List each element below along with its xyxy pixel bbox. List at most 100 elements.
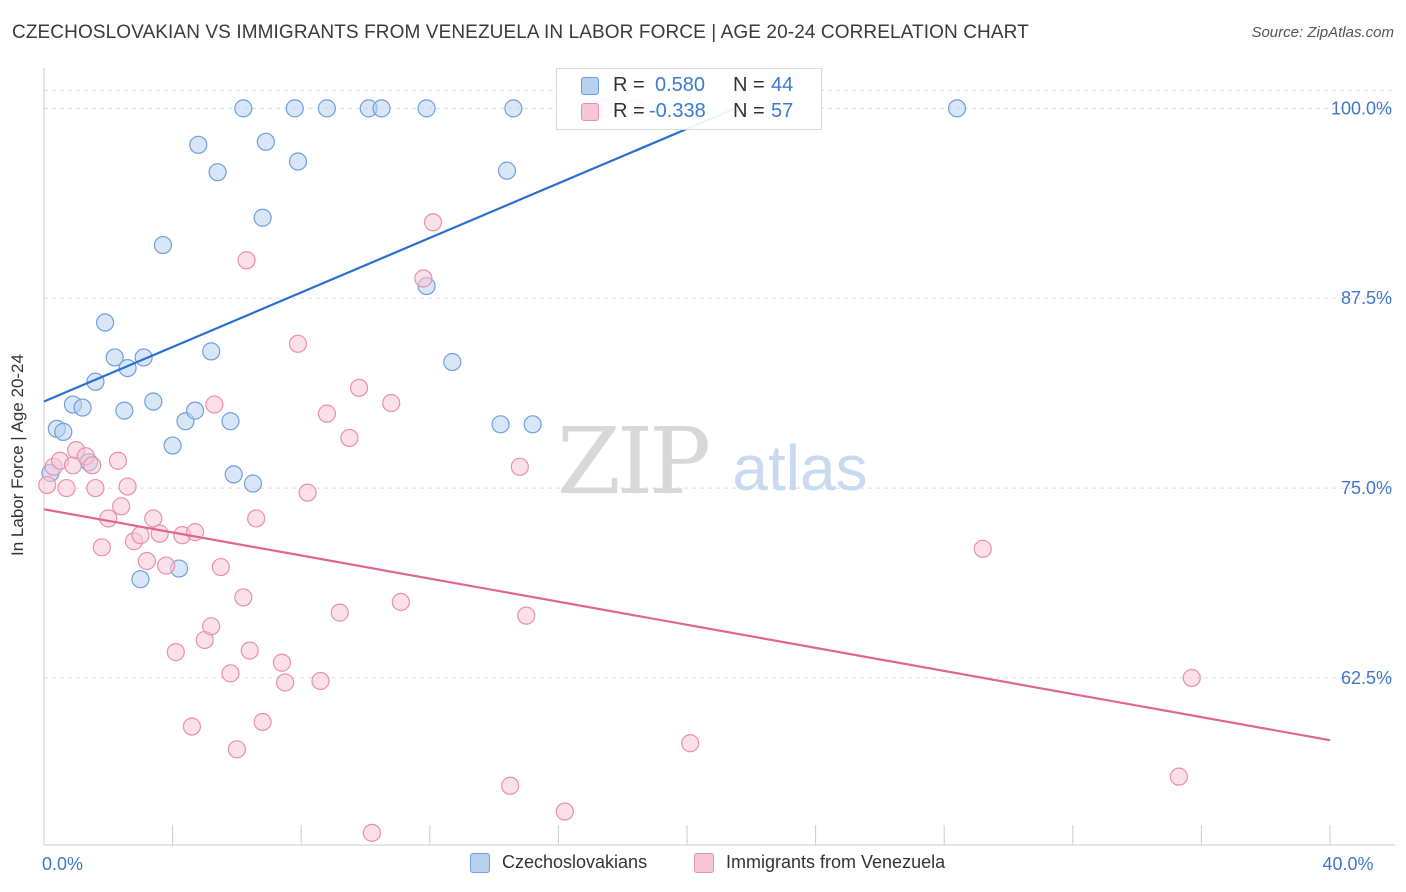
point-venezuela — [144, 509, 163, 528]
point-venezuela — [150, 524, 169, 543]
watermark: ZIP atlas — [557, 408, 868, 515]
point-venezuela — [340, 428, 359, 448]
point-czechoslovakian — [131, 570, 150, 589]
point-venezuela — [92, 538, 111, 557]
point-venezuela — [157, 556, 176, 575]
y-tick-label: 75.0% — [1341, 478, 1392, 498]
axes — [43, 68, 1395, 846]
x-tick-label: 0.0% — [42, 854, 83, 874]
point-czechoslovakian — [73, 398, 92, 417]
point-venezuela — [237, 251, 256, 270]
point-czechoslovakian — [95, 313, 115, 332]
n-value: 44 — [771, 74, 794, 96]
point-venezuela — [288, 334, 308, 353]
legend-swatch-pink — [581, 103, 599, 121]
r-value: -0.338 — [649, 100, 706, 122]
point-venezuela — [211, 557, 230, 577]
point-czechoslovakian — [202, 342, 221, 361]
point-czechoslovakian — [144, 392, 163, 411]
point-venezuela — [137, 551, 156, 571]
x-tick-labels: 0.0% 40.0% — [42, 854, 1374, 874]
point-venezuela — [1182, 668, 1201, 688]
point-czechoslovakian — [417, 99, 436, 118]
stats-row-venezuela: R = -0.338 N = 57 — [557, 100, 821, 126]
point-venezuela — [276, 673, 295, 692]
point-venezuela — [112, 497, 131, 516]
point-czechoslovakian — [224, 465, 243, 484]
n-label: N = — [733, 74, 765, 96]
point-venezuela — [240, 641, 259, 660]
point-venezuela — [83, 456, 102, 475]
point-venezuela — [517, 606, 536, 625]
point-venezuela — [414, 269, 433, 288]
n-label: N = — [733, 100, 765, 122]
point-czechoslovakian — [208, 163, 227, 182]
point-venezuela — [166, 643, 185, 662]
point-venezuela — [349, 378, 369, 397]
point-venezuela — [118, 477, 137, 496]
point-venezuela — [205, 395, 224, 414]
trend-lines — [43, 107, 1331, 742]
y-tick-label: 100.0% — [1331, 98, 1392, 118]
point-venezuela — [38, 475, 57, 495]
point-venezuela — [57, 478, 76, 498]
r-label: R = — [613, 100, 645, 122]
stats-row-czechoslovakians: R = 0.580 N = 44 — [557, 74, 821, 100]
legend-swatch-blue — [581, 77, 599, 95]
y-tick-labels: 62.5% 75.0% 87.5% 100.0% — [1331, 98, 1392, 688]
watermark-zip: ZIP — [557, 408, 708, 515]
point-czechoslovakian — [186, 401, 205, 420]
point-venezuela — [510, 457, 529, 476]
point-czechoslovakian — [115, 401, 134, 420]
point-czechoslovakian — [443, 352, 462, 372]
point-venezuela — [272, 653, 292, 672]
point-venezuela — [311, 671, 330, 691]
y-axis-label: In Labor Force | Age 20-24 — [8, 354, 27, 556]
point-venezuela — [108, 451, 128, 470]
point-venezuela — [681, 734, 700, 753]
point-czechoslovakian — [234, 99, 253, 118]
point-czechoslovakian — [491, 415, 510, 434]
point-czechoslovakian — [54, 422, 73, 441]
chart-title: CZECHOSLOVAKIAN VS IMMIGRANTS FROM VENEZ… — [12, 22, 1029, 43]
point-czechoslovakian — [153, 235, 173, 255]
point-czechoslovakian — [189, 135, 208, 154]
trend-line-venezuela — [43, 508, 1331, 742]
point-venezuela — [202, 617, 221, 636]
point-czechoslovakian — [497, 161, 517, 180]
point-czechoslovakian — [256, 132, 275, 151]
point-czechoslovakian — [947, 99, 967, 118]
point-czechoslovakian — [243, 474, 263, 493]
point-venezuela — [317, 404, 337, 423]
x-tick-label: 40.0% — [1322, 854, 1373, 874]
legend-label: Immigrants from Venezuela — [726, 852, 946, 872]
point-venezuela — [247, 509, 266, 528]
point-czechoslovakian — [285, 99, 304, 118]
point-venezuela — [86, 478, 105, 498]
point-czechoslovakian — [288, 152, 308, 171]
point-czechoslovakian — [221, 412, 240, 431]
y-tick-label: 62.5% — [1341, 668, 1392, 688]
point-venezuela — [1169, 767, 1188, 786]
point-czechoslovakian — [253, 208, 272, 227]
point-czechoslovakian — [504, 99, 523, 118]
legend-swatch-pink — [694, 853, 714, 873]
point-venezuela — [362, 823, 382, 842]
point-venezuela — [234, 588, 253, 607]
point-czechoslovakian — [317, 99, 337, 118]
legend-swatch-blue — [470, 853, 490, 873]
point-venezuela — [298, 483, 317, 502]
r-value: 0.580 — [655, 74, 706, 96]
point-venezuela — [131, 526, 150, 545]
n-value: 57 — [771, 100, 794, 122]
point-venezuela — [555, 802, 574, 821]
point-venezuela — [423, 213, 443, 232]
r-label: R = — [613, 74, 645, 96]
trend-line-czechoslovakians — [43, 107, 736, 403]
point-venezuela — [391, 592, 410, 612]
point-venezuela — [330, 603, 349, 622]
point-czechoslovakian — [105, 348, 124, 367]
point-venezuela — [501, 776, 520, 795]
stats-legend: R = 0.580 N = 44 R = -0.338 N = 57 — [556, 68, 822, 130]
